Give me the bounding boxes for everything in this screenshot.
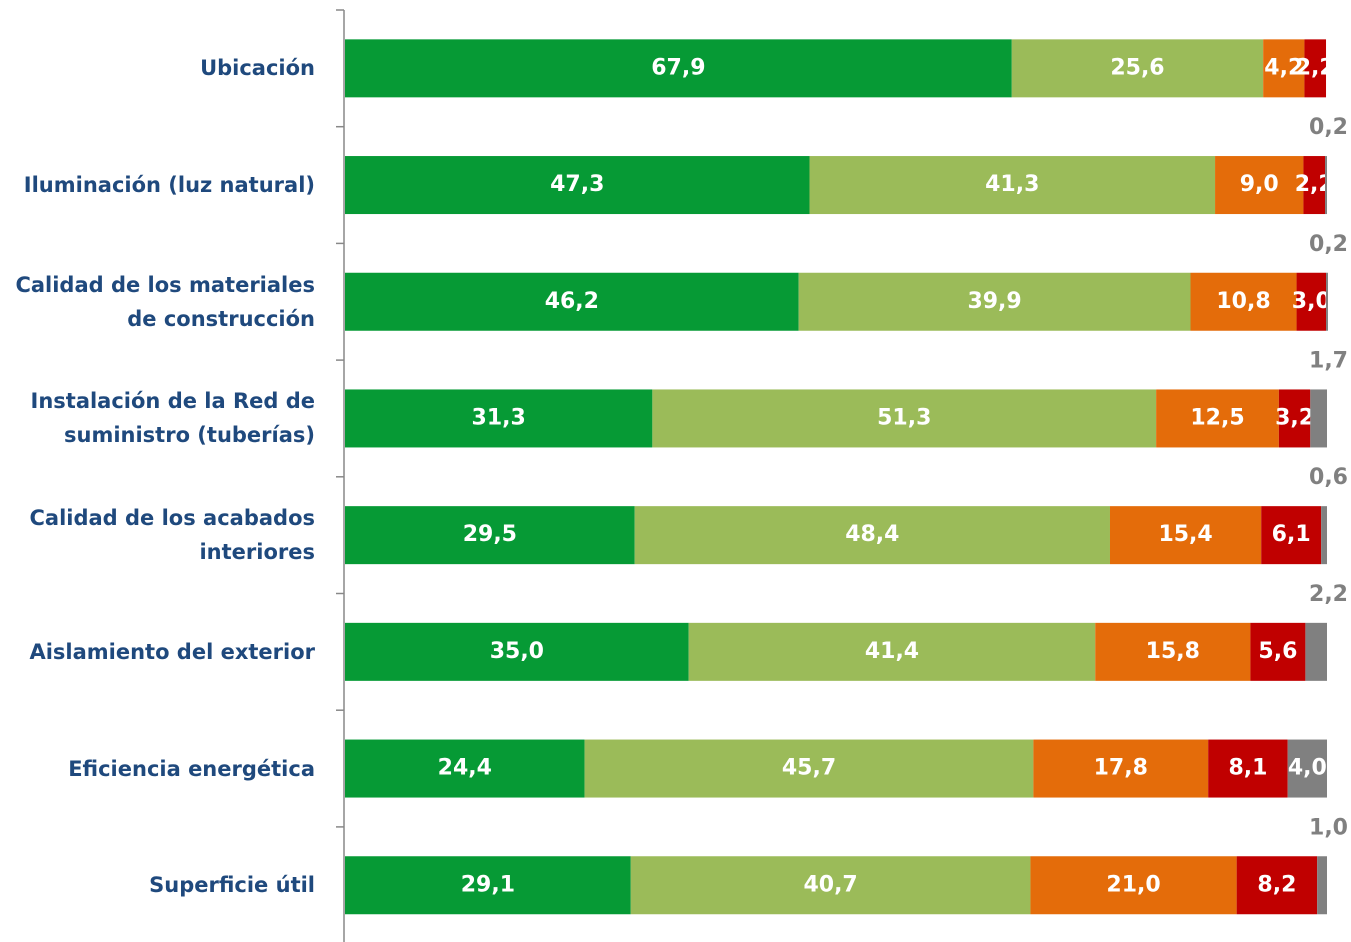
bar-segment xyxy=(345,856,631,915)
value-label: 2,2 xyxy=(1296,55,1335,80)
category-label: Aislamiento del exterior xyxy=(29,639,315,664)
bar-segment xyxy=(345,739,585,798)
bar-segment xyxy=(1011,39,1264,98)
value-label: 8,1 xyxy=(1228,756,1267,781)
bar-segment xyxy=(584,739,1034,798)
bar-segment xyxy=(1321,506,1327,565)
value-label: 46,2 xyxy=(545,289,599,314)
category-label: Eficiencia energética xyxy=(68,756,315,781)
bar-segment xyxy=(1304,39,1327,98)
value-label: 47,3 xyxy=(550,172,604,197)
bar-segment xyxy=(345,622,689,681)
value-label: 17,8 xyxy=(1094,756,1148,781)
value-label: 8,2 xyxy=(1257,872,1296,897)
category-label: Instalación de la Red de suministro (tub… xyxy=(30,389,315,448)
value-label: 67,9 xyxy=(651,55,705,80)
bar-segment xyxy=(1033,739,1209,798)
bar-segment xyxy=(345,506,635,565)
bar-segment xyxy=(1287,739,1327,798)
value-label: 48,4 xyxy=(845,522,899,547)
bar-segment xyxy=(1208,739,1288,798)
bar-segment xyxy=(1326,272,1328,331)
value-label: 3,0 xyxy=(1292,289,1331,314)
bar-segment xyxy=(1310,389,1327,448)
bar-segment xyxy=(1250,622,1306,681)
value-label: 15,4 xyxy=(1158,522,1212,547)
value-label: 12,5 xyxy=(1190,405,1244,430)
value-label: 21,0 xyxy=(1106,872,1160,897)
value-label: 51,3 xyxy=(877,405,931,430)
bar-segment xyxy=(1296,272,1327,331)
value-label: 15,8 xyxy=(1146,639,1200,664)
value-label: 6,1 xyxy=(1272,522,1311,547)
value-label: 29,5 xyxy=(463,522,517,547)
bar-segment xyxy=(798,272,1191,331)
bar-segment xyxy=(652,389,1157,448)
bar-segment xyxy=(345,272,799,331)
bar-segment xyxy=(1236,856,1318,915)
value-label: 2,2 xyxy=(1309,582,1348,607)
bar-segment xyxy=(1215,156,1304,215)
bar-segment xyxy=(1325,156,1327,215)
bar-segment xyxy=(345,156,810,215)
bar-segment xyxy=(1156,389,1279,448)
value-label: 29,1 xyxy=(461,872,515,897)
category-label: Calidad de los acabados interiores xyxy=(29,506,316,565)
bar-segment xyxy=(1317,856,1327,915)
value-label: 1,0 xyxy=(1309,815,1348,840)
value-label: 0,6 xyxy=(1309,465,1348,490)
bar-segment xyxy=(630,856,1031,915)
value-label: 2,2 xyxy=(1295,172,1334,197)
category-label: Calidad de los materiales de construcció… xyxy=(15,272,315,331)
value-label: 25,6 xyxy=(1110,55,1164,80)
value-label: 31,3 xyxy=(472,405,526,430)
value-label: 39,9 xyxy=(967,289,1021,314)
value-label: 41,4 xyxy=(865,639,919,664)
bar-segment xyxy=(345,39,1012,98)
category-label: Iluminación (luz natural) xyxy=(23,173,315,198)
value-label: 45,7 xyxy=(782,756,836,781)
category-label: Ubicación xyxy=(200,56,315,81)
bar-segment xyxy=(1030,856,1237,915)
bar-segment xyxy=(809,156,1216,215)
bar-segment xyxy=(1303,156,1326,215)
bar-segment xyxy=(1278,389,1311,448)
bar-segment xyxy=(345,389,653,448)
value-label: 35,0 xyxy=(490,639,544,664)
bar-segment xyxy=(1190,272,1297,331)
value-label: 4,0 xyxy=(1288,756,1327,781)
value-label: 1,7 xyxy=(1309,348,1348,373)
value-label: 0,2 xyxy=(1309,115,1348,140)
category-label: Superficie útil xyxy=(149,873,315,898)
bar-segment xyxy=(1263,39,1305,98)
value-label: 24,4 xyxy=(438,756,492,781)
bar-segment xyxy=(634,506,1110,565)
value-label: 0,2 xyxy=(1309,232,1348,257)
value-label: 40,7 xyxy=(803,872,857,897)
value-label: 4,2 xyxy=(1264,55,1303,80)
value-label: 41,3 xyxy=(985,172,1039,197)
bar-segment xyxy=(688,622,1096,681)
value-label: 9,0 xyxy=(1240,172,1279,197)
value-label: 10,8 xyxy=(1216,289,1270,314)
bar-segment xyxy=(1109,506,1262,565)
bar-segment xyxy=(1095,622,1251,681)
value-label: 3,2 xyxy=(1275,405,1314,430)
bar-segment xyxy=(1261,506,1322,565)
value-label: 5,6 xyxy=(1258,639,1297,664)
bar-segment xyxy=(1305,622,1327,681)
